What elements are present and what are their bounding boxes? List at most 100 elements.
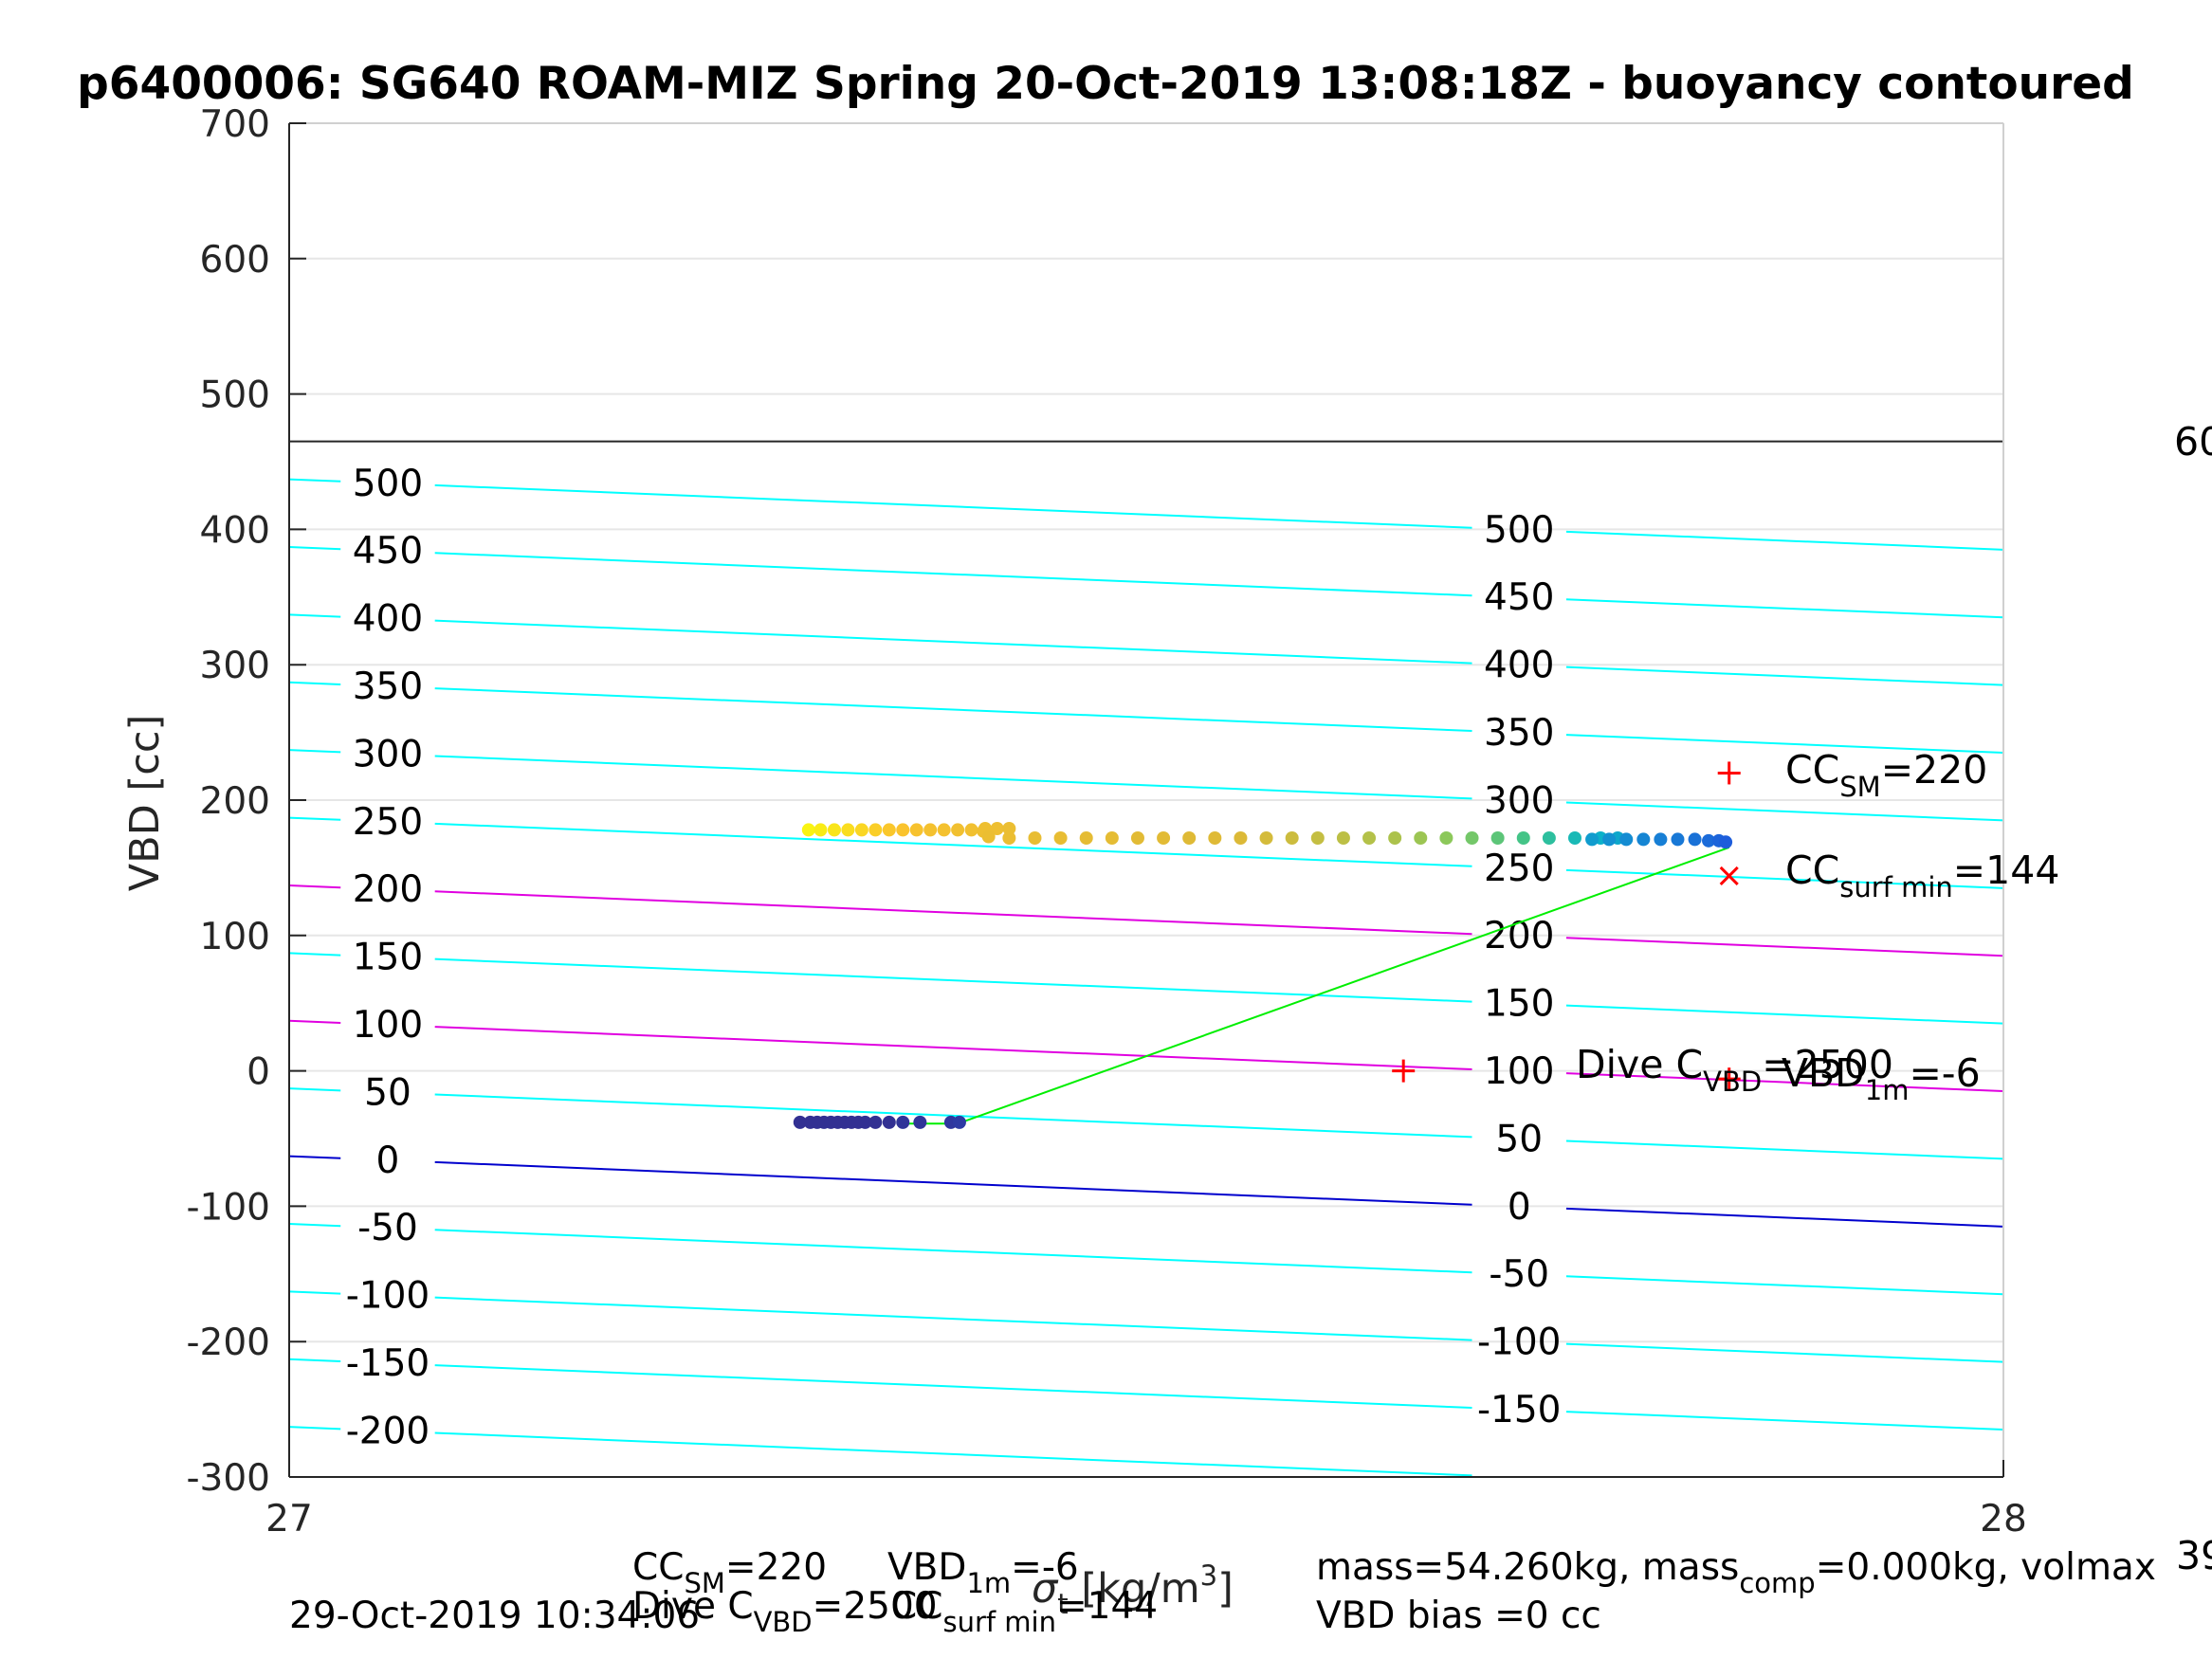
plus-marker bbox=[1717, 1067, 1741, 1091]
data-point bbox=[793, 1115, 807, 1129]
contour-level: 450 450 bbox=[288, 530, 2004, 619]
data-point bbox=[1414, 830, 1428, 845]
contour-line-segment bbox=[288, 1426, 341, 1431]
data-point bbox=[868, 1115, 883, 1129]
data-point bbox=[1234, 830, 1248, 845]
data-point bbox=[1654, 832, 1668, 847]
data-point bbox=[951, 823, 965, 837]
contour-line-segment bbox=[1565, 1411, 2004, 1431]
contour-label-left: -150 bbox=[346, 1342, 430, 1385]
data-point bbox=[1585, 832, 1600, 847]
data-points bbox=[793, 821, 1733, 1129]
footer-vbd-1m-main: VBD bbox=[887, 1546, 966, 1589]
contour-label-left: 350 bbox=[353, 665, 423, 708]
cc-sm-annotation: CCSM=220 bbox=[1785, 747, 1987, 803]
contour-line-segment bbox=[288, 1222, 341, 1228]
footer-vbd-bias: VBD bias =0 cc bbox=[1316, 1595, 1601, 1637]
contour-line-segment bbox=[1565, 1004, 2004, 1025]
data-point bbox=[1671, 832, 1685, 847]
data-point bbox=[1636, 832, 1651, 847]
contour-line-segment bbox=[288, 613, 341, 618]
contour-label-left: 450 bbox=[353, 530, 423, 573]
cc-surf-sub: surf min bbox=[1839, 871, 1953, 903]
y-tick-label: 300 bbox=[200, 645, 270, 687]
contour-level: 300 300 bbox=[288, 733, 2004, 822]
x-tick-label: 28 bbox=[1980, 1498, 2027, 1540]
data-point bbox=[990, 821, 1004, 835]
contour-line-segment bbox=[1565, 598, 2004, 619]
contour-line-segment bbox=[1565, 665, 2004, 686]
x-axis-label-unit: [kg/m bbox=[1069, 1565, 1200, 1613]
data-point bbox=[1053, 830, 1068, 845]
cc-sm-sub: SM bbox=[1839, 771, 1880, 803]
y-tick-label: 400 bbox=[200, 509, 270, 552]
dive-c-vbd-annotation: Dive CVBD=2500 bbox=[1576, 1042, 1893, 1098]
footer-cc-sm: CCSM=220 bbox=[632, 1546, 827, 1599]
y-tick-label: -100 bbox=[186, 1186, 270, 1229]
contour-line-segment bbox=[434, 1160, 1472, 1206]
contour-line-segment bbox=[288, 1358, 341, 1362]
contour-line-segment bbox=[434, 552, 1472, 597]
data-point bbox=[964, 823, 978, 837]
contour-label-left: 50 bbox=[364, 1071, 411, 1114]
contour-label-right: 0 bbox=[1508, 1186, 1531, 1229]
footer-cc-sm-value: =220 bbox=[725, 1546, 827, 1589]
contour-label-right: 250 bbox=[1484, 848, 1554, 890]
contour-label-left: -50 bbox=[357, 1207, 418, 1249]
right-edge-label-bottom: 39 bbox=[2176, 1533, 2212, 1578]
contour-label-left: -100 bbox=[346, 1275, 430, 1318]
data-point bbox=[854, 823, 868, 837]
data-point bbox=[1285, 830, 1299, 845]
contour-level: 400 400 bbox=[288, 598, 2004, 687]
contour-line-segment bbox=[1565, 868, 2004, 889]
cc-sm-main: CC bbox=[1785, 747, 1839, 793]
data-point bbox=[981, 830, 996, 844]
contour-level: -150 -150 bbox=[288, 1342, 2004, 1431]
dive-c-main: Dive C bbox=[1576, 1042, 1703, 1087]
y-tick-label: 600 bbox=[200, 239, 270, 282]
data-point bbox=[1157, 830, 1171, 845]
contour-line-segment bbox=[1565, 801, 2004, 822]
contour-line-segment bbox=[1565, 530, 2004, 551]
data-point bbox=[1002, 830, 1016, 845]
contour-label-right: 200 bbox=[1484, 915, 1554, 957]
contour-label-left: 500 bbox=[353, 463, 423, 505]
contour-label-right: 50 bbox=[1495, 1118, 1543, 1160]
footer-vbd-1m: VBD1m=-6 bbox=[887, 1546, 1079, 1599]
contour-line-segment bbox=[1565, 937, 2004, 957]
x-axis-label-sub: t bbox=[1057, 1588, 1068, 1620]
contour-line-segment bbox=[434, 890, 1472, 936]
data-point bbox=[1490, 830, 1505, 845]
contour-line-segment bbox=[288, 749, 341, 754]
contour-label-left: 400 bbox=[353, 598, 423, 641]
contour-line-segment bbox=[288, 681, 341, 685]
contour-level: 100 100 bbox=[288, 1004, 2004, 1093]
data-point bbox=[1688, 832, 1702, 847]
grid-lines bbox=[289, 122, 2003, 1478]
contour-line-segment bbox=[1565, 1275, 2004, 1296]
contour-line-segment bbox=[434, 1296, 1472, 1341]
contour-label-right: 350 bbox=[1484, 712, 1554, 755]
contour-level: 500 500 bbox=[288, 463, 2004, 552]
contour-level: 00 bbox=[288, 1139, 2004, 1229]
contour-line-segment bbox=[288, 816, 341, 821]
data-point bbox=[1619, 832, 1634, 847]
contour-label-right: 450 bbox=[1484, 576, 1554, 619]
contour-line-segment bbox=[288, 1019, 341, 1024]
contour-label-right: 100 bbox=[1484, 1050, 1554, 1093]
data-point bbox=[1516, 830, 1530, 845]
data-point bbox=[1028, 830, 1042, 845]
data-point bbox=[1542, 830, 1556, 845]
contour-line-segment bbox=[434, 483, 1472, 529]
marker-stroke bbox=[1719, 866, 1739, 886]
contour-line-segment bbox=[1565, 1207, 2004, 1228]
y-tick-label: -300 bbox=[186, 1457, 270, 1500]
contour-line-segment bbox=[434, 1431, 1472, 1477]
footer-cc-surf: CCsurf min=144 bbox=[891, 1585, 1158, 1638]
cc-sm-value: =220 bbox=[1881, 747, 1988, 793]
dive-c-value: =2500 bbox=[1762, 1042, 1893, 1087]
x-axis-label: σt [kg/m3] bbox=[1032, 1559, 1234, 1620]
contour-label-right: 400 bbox=[1484, 645, 1554, 687]
contour-level: 50 50 bbox=[288, 1071, 2004, 1160]
x-marker bbox=[1719, 866, 1739, 886]
